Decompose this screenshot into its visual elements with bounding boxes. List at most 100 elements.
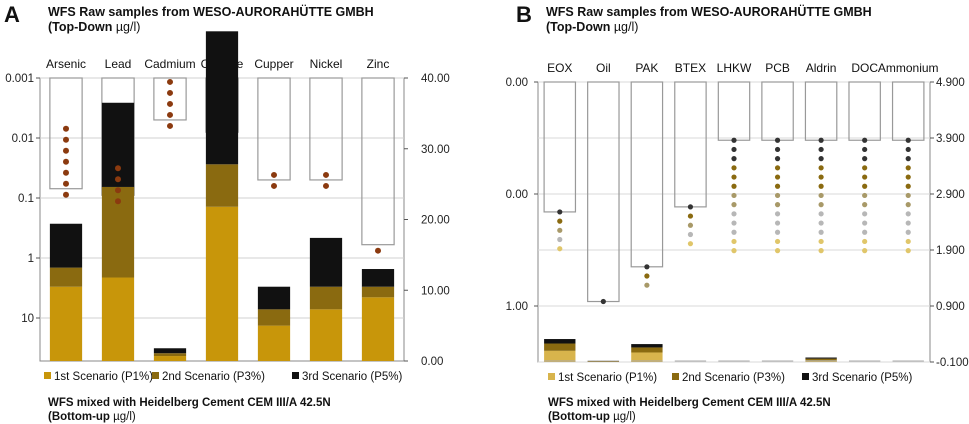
panel-b-legend-label: 1st Scenario (P1%)	[558, 372, 657, 384]
panel-a-bottom-title: WFS mixed with Heidelberg Cement CEM III…	[48, 396, 331, 424]
panel-a-dot	[115, 176, 121, 183]
panel-a-right-tick-label: 30.00	[421, 144, 450, 156]
panel-a-bar-3rd	[49, 223, 83, 268]
panel-b-dot	[905, 183, 911, 189]
panel-b-dot	[818, 220, 824, 226]
panel-b-right-tick-label: -0.100	[936, 357, 969, 369]
panel-a-legend-label: 3rd Scenario (P5%)	[302, 371, 403, 383]
panel-b-right-tick-label: 3.900	[936, 133, 965, 145]
panel-a-category-label: Cupper	[254, 57, 293, 71]
panel-b-category-label: Ammonium	[878, 61, 939, 75]
panel-b-category-label: PCB	[765, 61, 790, 75]
panel-a-title: WFS Raw samples from WESO-AURORAHÜTTE GM…	[48, 5, 374, 35]
panel-a-title-line1: WFS Raw samples from WESO-AURORAHÜTTE GM…	[48, 5, 374, 19]
panel-b-dot	[818, 202, 824, 208]
panel-a-bar-2nd	[153, 353, 187, 357]
panel-a-bottom-title-line1: WFS mixed with Heidelberg Cement CEM III…	[48, 397, 331, 409]
panel-b-dot	[862, 229, 868, 235]
panel-b-dot	[774, 137, 781, 143]
panel-b-category-label: Oil	[596, 61, 611, 75]
panel-a-legend-swatch	[152, 372, 159, 379]
panel-b-bottom-subtitle: (Bottom-up	[548, 411, 610, 423]
panel-b-dot	[774, 202, 781, 208]
panel-a-label: A	[4, 2, 20, 27]
panel-a-left-tick-label: 0.1	[18, 193, 34, 205]
panel-b-dot	[862, 183, 868, 189]
panel-a-bar-2nd	[361, 286, 395, 298]
panel-a-bar-1st	[309, 309, 343, 361]
panel-b-right-tick-label: 4.900	[936, 77, 965, 89]
panel-a-bar-3rd	[153, 348, 187, 354]
panel-a-legend-swatch	[292, 372, 299, 379]
panel-b-dot	[905, 202, 911, 208]
panel-b-dot	[905, 211, 911, 217]
panel-b-dot	[687, 241, 694, 247]
panel-b-title: WFS Raw samples from WESO-AURORAHÜTTE GM…	[546, 5, 872, 35]
panel-b-dot	[687, 231, 694, 238]
panel-a-category-label: Nickel	[310, 57, 343, 71]
panel-b-bar-2nd	[631, 347, 663, 353]
panel-a-dot	[167, 100, 173, 107]
panel-b-bar-1st	[544, 350, 576, 362]
panel-b-bottom-title: WFS mixed with Heidelberg Cement CEM III…	[548, 396, 831, 424]
panel-b-category-label: DOC	[851, 61, 878, 75]
panel-b-right-tick-label: 2.900	[936, 189, 965, 201]
panel-b-dot	[818, 165, 824, 171]
panel-b-dot	[600, 298, 606, 305]
panel-a-legend-swatch	[44, 372, 51, 379]
panel-a-raw-bar	[153, 77, 187, 121]
panel-b-category-label: Aldrin	[806, 61, 837, 75]
panel-b-bottom-subtitle-unit: µg/l)	[613, 411, 636, 423]
panel-b-dot	[731, 238, 737, 245]
panel-b-dot	[731, 211, 737, 217]
panel-b-dot	[644, 282, 650, 288]
panel-b-dot	[731, 248, 737, 254]
panel-b-dot	[905, 220, 911, 226]
panel-a-legend-label: 2nd Scenario (P3%)	[162, 371, 265, 383]
panel-a-category-label: Cadmium	[144, 57, 195, 71]
panel-a-bar-3rd	[205, 31, 239, 165]
panel-a-raw-bar	[257, 77, 291, 181]
panel-a-dot	[167, 78, 173, 85]
panel-a-bottom-subtitle: (Bottom-up	[48, 411, 110, 423]
panel-b-dot	[818, 137, 824, 143]
panel-a-bar-1st	[257, 325, 291, 361]
panel-a-dot	[323, 182, 329, 189]
panel-a-bar-1st	[205, 206, 239, 361]
panel-b-subtitle-unit: µg/l)	[613, 20, 639, 34]
panel-b-right-tick-label: 0.900	[936, 301, 965, 313]
panel-a-category-label: Lead	[105, 57, 132, 71]
panel-a-bottom-subtitle-unit: µg/l)	[113, 411, 136, 423]
panel-a-dot	[271, 171, 277, 178]
panel-b-bar-2nd	[587, 361, 620, 362]
panel-b-bar-3rd	[631, 344, 663, 348]
panel-b-bar-2nd	[544, 343, 576, 351]
panel-b-dot	[862, 211, 868, 217]
panel-a-subtitle-unit: µg/l)	[115, 20, 141, 34]
panel-b-dot	[905, 238, 911, 245]
panel-b-dot	[818, 248, 824, 254]
panel-a-dot	[63, 136, 69, 143]
panel-b-dot	[818, 192, 824, 199]
panel-a-legend-label: 1st Scenario (P1%)	[54, 371, 153, 383]
panel-a-category-label: Zinc	[367, 57, 390, 71]
panel-b-dot	[774, 146, 781, 153]
panel-b-bar-2nd	[805, 358, 837, 361]
panel-b-dot	[905, 192, 911, 199]
panel-b-dot	[774, 192, 781, 199]
panel-a-bar-3rd	[101, 102, 135, 187]
panel-b-bottom-title-line2: (Bottom-up µg/l)	[548, 410, 831, 424]
panel-b-dot	[731, 192, 737, 199]
panel-b-bar-3rd	[544, 339, 576, 344]
panel-b-dot	[774, 165, 781, 171]
panel-b-dot	[862, 202, 868, 208]
panel-b-dot	[862, 156, 868, 162]
panel-b-dot	[862, 192, 868, 199]
panel-b-dot	[905, 248, 911, 254]
panel-b-bottom-title-line1: WFS mixed with Heidelberg Cement CEM III…	[548, 397, 831, 409]
panel-b-dot	[687, 204, 694, 210]
panel-b-left-tick-label: 1.00	[506, 301, 528, 313]
panel-b-left-tick-label: 0.00	[506, 189, 528, 201]
panel-b-dot	[818, 183, 824, 189]
